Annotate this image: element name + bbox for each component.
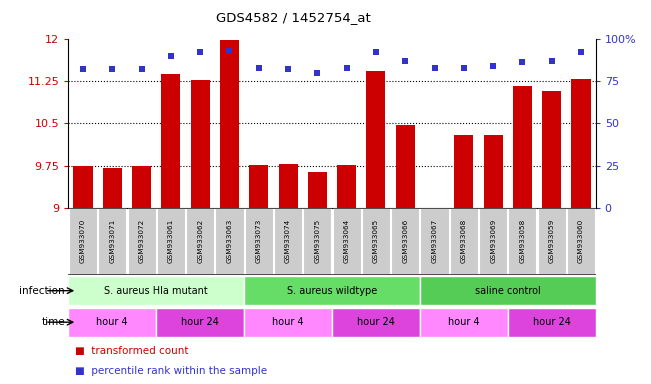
Bar — [333, 209, 361, 274]
Bar — [332, 308, 420, 337]
Bar — [220, 40, 239, 208]
Text: GSM933062: GSM933062 — [197, 219, 203, 263]
Point — [195, 49, 206, 55]
Point — [224, 48, 235, 54]
Point — [78, 66, 89, 72]
Text: GSM933059: GSM933059 — [549, 219, 555, 263]
Text: GSM933067: GSM933067 — [432, 219, 437, 263]
Point — [458, 65, 469, 71]
Text: hour 4: hour 4 — [272, 317, 304, 327]
Text: S. aureus Hla mutant: S. aureus Hla mutant — [104, 286, 208, 296]
Bar — [391, 209, 419, 274]
Bar — [538, 209, 566, 274]
Bar — [69, 209, 97, 274]
Bar — [245, 209, 273, 274]
Text: hour 24: hour 24 — [181, 317, 219, 327]
Bar — [274, 209, 302, 274]
Text: saline control: saline control — [475, 286, 540, 296]
Text: hour 4: hour 4 — [96, 317, 128, 327]
Bar — [128, 209, 156, 274]
Point — [283, 66, 293, 72]
Text: time: time — [42, 317, 65, 327]
Point — [517, 60, 527, 66]
Text: GSM933072: GSM933072 — [139, 219, 145, 263]
Text: hour 24: hour 24 — [533, 317, 571, 327]
Bar — [542, 91, 561, 208]
Bar — [98, 209, 126, 274]
Point — [547, 58, 557, 64]
Text: hour 24: hour 24 — [357, 317, 395, 327]
Bar — [157, 209, 185, 274]
Bar — [156, 308, 244, 337]
Bar — [303, 209, 331, 274]
Text: hour 4: hour 4 — [448, 317, 480, 327]
Point — [371, 49, 381, 55]
Text: GSM933069: GSM933069 — [490, 219, 496, 263]
Bar — [68, 308, 156, 337]
Bar — [567, 209, 595, 274]
Point — [312, 70, 323, 76]
Bar — [308, 172, 327, 208]
Point — [165, 53, 176, 59]
Text: GSM933058: GSM933058 — [519, 219, 525, 263]
Bar — [479, 209, 507, 274]
Bar — [244, 276, 420, 305]
Bar — [420, 308, 508, 337]
Text: GSM933068: GSM933068 — [461, 219, 467, 263]
Bar — [450, 209, 478, 274]
Bar — [161, 74, 180, 208]
Text: S. aureus wildtype: S. aureus wildtype — [287, 286, 377, 296]
Bar — [191, 80, 210, 208]
Bar — [186, 209, 214, 274]
Text: GSM933065: GSM933065 — [373, 219, 379, 263]
Text: GSM933066: GSM933066 — [402, 219, 408, 263]
Text: infection: infection — [20, 286, 65, 296]
Text: ■  percentile rank within the sample: ■ percentile rank within the sample — [75, 366, 267, 376]
Text: GSM933061: GSM933061 — [168, 219, 174, 263]
Text: GSM933073: GSM933073 — [256, 219, 262, 263]
Text: GSM933064: GSM933064 — [344, 219, 350, 263]
Text: GSM933063: GSM933063 — [227, 219, 232, 263]
Bar — [367, 71, 385, 208]
Bar — [249, 165, 268, 208]
Text: GSM933075: GSM933075 — [314, 219, 320, 263]
Bar — [508, 308, 596, 337]
Bar — [420, 276, 596, 305]
Bar — [103, 168, 122, 208]
Bar — [396, 125, 415, 208]
Text: GDS4582 / 1452754_at: GDS4582 / 1452754_at — [215, 12, 370, 25]
Bar — [74, 166, 92, 208]
Bar — [68, 276, 244, 305]
Bar — [484, 134, 503, 208]
Bar — [513, 86, 532, 208]
Point — [254, 65, 264, 71]
Bar — [279, 164, 298, 208]
Text: GSM933074: GSM933074 — [285, 219, 291, 263]
Point — [430, 65, 440, 71]
Bar — [572, 79, 590, 208]
Text: ■  transformed count: ■ transformed count — [75, 346, 188, 356]
Bar — [362, 209, 390, 274]
Bar — [421, 209, 449, 274]
Text: GSM933071: GSM933071 — [109, 219, 115, 263]
Bar — [337, 165, 356, 208]
Point — [137, 66, 147, 72]
Text: GSM933060: GSM933060 — [578, 219, 584, 263]
Point — [576, 49, 587, 55]
Point — [107, 66, 117, 72]
Point — [488, 63, 499, 69]
Text: GSM933070: GSM933070 — [80, 219, 86, 263]
Point — [342, 65, 352, 71]
Bar — [215, 209, 243, 274]
Bar — [244, 308, 332, 337]
Bar — [508, 209, 536, 274]
Bar — [132, 166, 151, 208]
Bar — [454, 135, 473, 208]
Point — [400, 58, 411, 64]
